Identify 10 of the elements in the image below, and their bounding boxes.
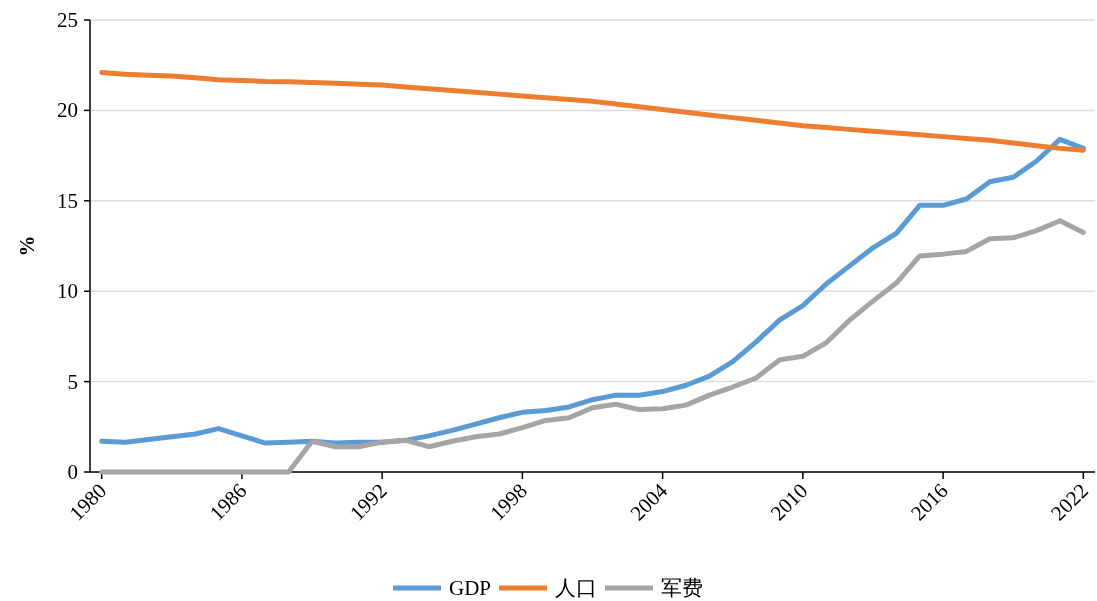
legend-label: GDP [448,576,492,600]
y-tick-label: 10 [57,279,78,304]
y-tick-label: 15 [57,188,78,213]
y-tick-label: 25 [57,8,78,32]
y-tick-label: 0 [67,460,78,484]
y-tick-label: 5 [67,369,78,394]
legend-label: 军费 [661,576,704,600]
y-axis-title: % [15,235,39,257]
y-tick-label: 20 [57,98,78,123]
legend-label: 人口 [555,576,598,600]
